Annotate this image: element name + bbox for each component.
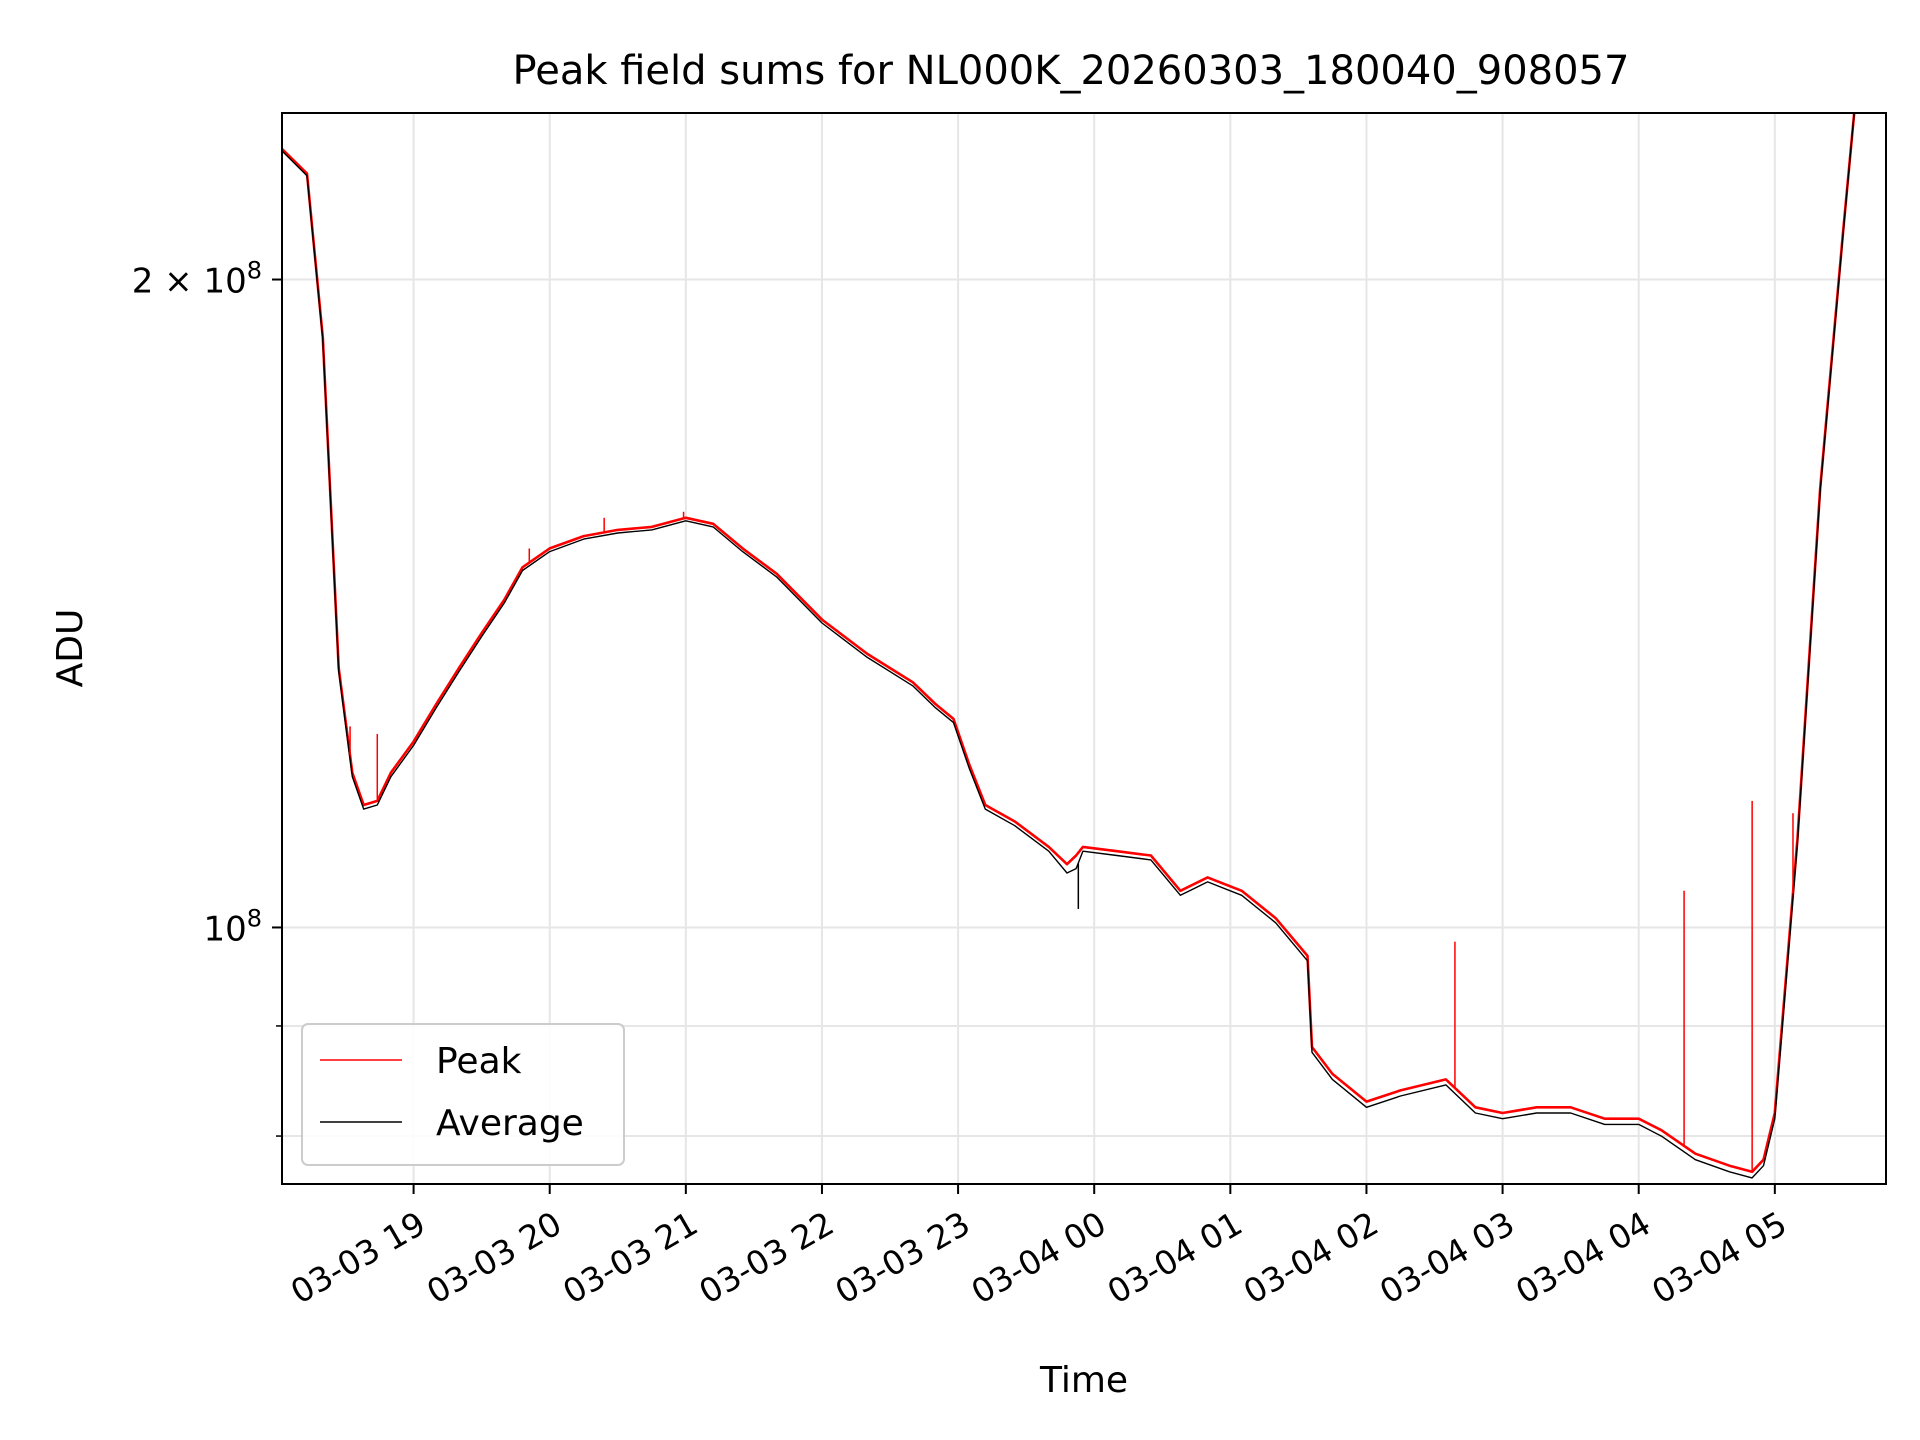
- y-tick-label-exponent: 8: [247, 257, 262, 285]
- chart-title: Peak field sums for NL000K_20260303_1800…: [513, 48, 1630, 94]
- y-axis-label: ADU: [50, 609, 91, 688]
- series-line-peak: [282, 113, 1856, 1174]
- series-layer: [282, 113, 1856, 1179]
- plot-frame: [281, 112, 1887, 1185]
- y-tick-label: 2 × 108: [132, 257, 262, 302]
- y-tick-label-base: 10: [203, 909, 246, 949]
- y-tick-label-base: 2 × 10: [132, 262, 247, 302]
- grid: [282, 113, 1886, 1184]
- spike-annotations: [349, 511, 1794, 1172]
- y-tick-label: 108: [203, 904, 262, 949]
- legend-label-average: Average: [436, 1103, 584, 1144]
- legend: Peak Average: [301, 1023, 625, 1166]
- y-tick-label-exponent: 8: [247, 904, 262, 932]
- x-axis-label: Time: [1039, 1360, 1128, 1401]
- legend-label-peak: Peak: [436, 1041, 522, 1082]
- series-line-average: [282, 113, 1855, 1179]
